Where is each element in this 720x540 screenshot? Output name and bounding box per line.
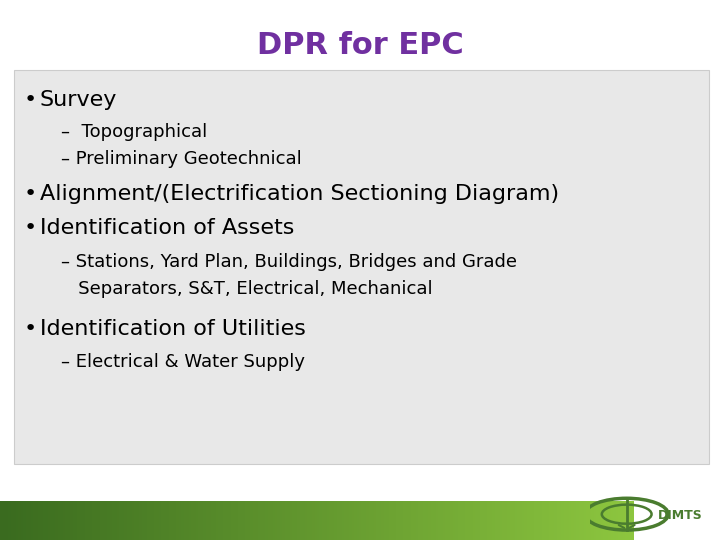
Text: Survey: Survey bbox=[40, 90, 117, 110]
Text: –  Topographical: – Topographical bbox=[61, 123, 207, 141]
FancyBboxPatch shape bbox=[14, 70, 709, 464]
Text: •: • bbox=[24, 319, 37, 340]
Text: Alignment/(Electrification Sectioning Diagram): Alignment/(Electrification Sectioning Di… bbox=[40, 184, 559, 205]
Text: – Preliminary Geotechnical: – Preliminary Geotechnical bbox=[61, 150, 302, 168]
Text: Identification of Assets: Identification of Assets bbox=[40, 218, 294, 238]
Text: •: • bbox=[24, 218, 37, 238]
Text: DIMTS: DIMTS bbox=[658, 509, 703, 522]
Text: •: • bbox=[24, 184, 37, 205]
Text: Identification of Utilities: Identification of Utilities bbox=[40, 319, 305, 340]
Text: – Stations, Yard Plan, Buildings, Bridges and Grade
   Separators, S&T, Electric: – Stations, Yard Plan, Buildings, Bridge… bbox=[61, 253, 517, 298]
Text: DPR for EPC: DPR for EPC bbox=[256, 31, 464, 60]
Text: – Electrical & Water Supply: – Electrical & Water Supply bbox=[61, 353, 305, 371]
Text: •: • bbox=[24, 90, 37, 110]
